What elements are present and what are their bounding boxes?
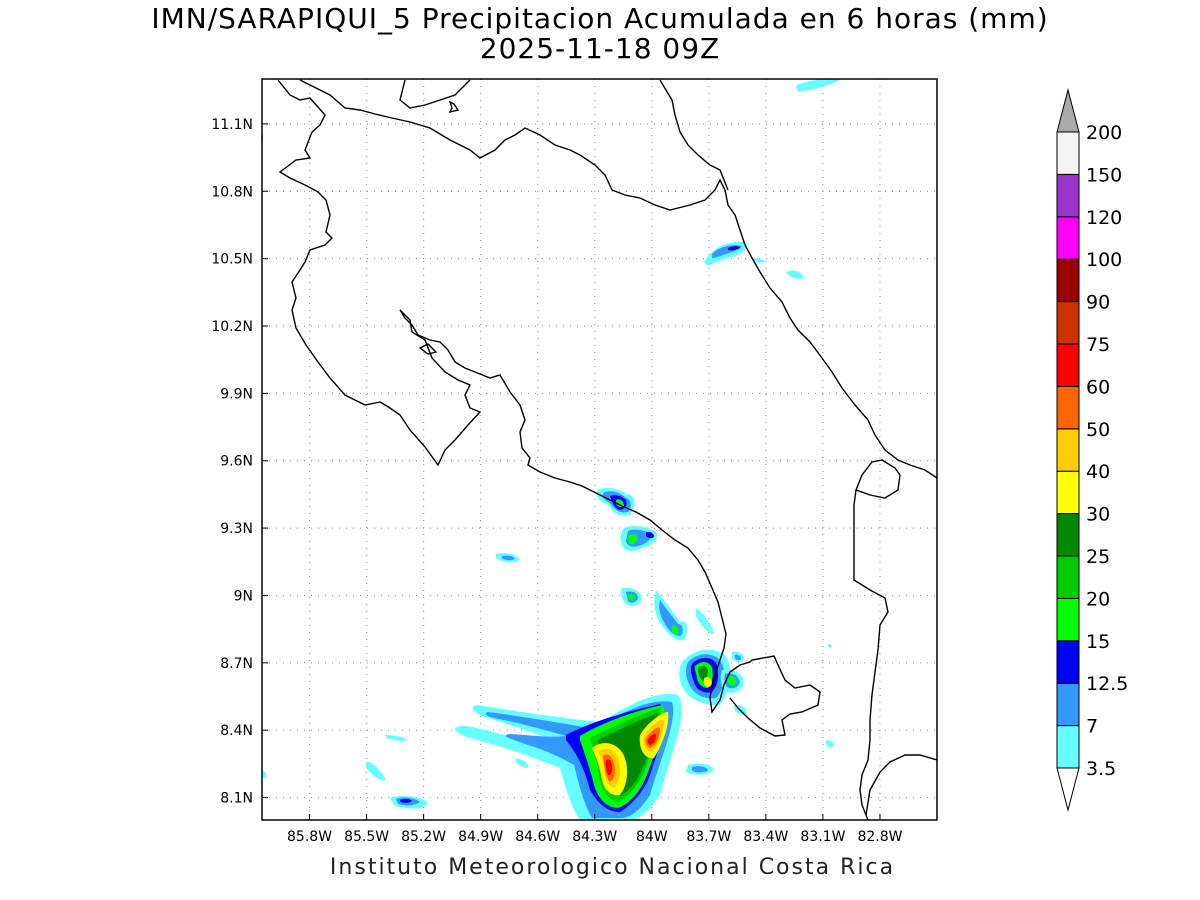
map-subtitle: 2025-11-18 09Z [479, 32, 721, 65]
colorbar-label: 30 [1086, 504, 1110, 526]
colorbar-label: 150 [1086, 164, 1122, 186]
colorbar-label: 7 [1086, 716, 1098, 738]
colorbar-box [1056, 258, 1080, 303]
colorbar-label: 75 [1086, 334, 1110, 356]
precip-cluster-southwest [262, 735, 428, 809]
lat-tick-label: 9.9N [220, 386, 253, 402]
colorbar-box [1056, 470, 1080, 515]
lon-tick-label: 85.5W [344, 829, 389, 845]
colorbar-label: 3.5 [1086, 758, 1116, 780]
colorbar-lower-extend [1056, 767, 1080, 812]
lat-tick-label: 9.6N [220, 454, 253, 470]
map-grid [262, 79, 937, 820]
lat-tick-label: 9.3N [220, 521, 253, 537]
precipitation-field [262, 79, 840, 820]
colorbar-label: 40 [1086, 461, 1110, 483]
colorbar-label: 12.5 [1086, 673, 1128, 695]
lon-tick-label: 84.6W [515, 829, 560, 845]
lon-tick-label: 84.3W [572, 829, 617, 845]
colorbar-box [1056, 513, 1080, 557]
colorbar-box [1056, 555, 1080, 599]
latitude-ticks: 8.1N 8.4N 8.7N 9N 9.3N 9.6N 9.9N 10.2N 10.5N 10.8… [211, 117, 268, 807]
colorbar-box [1056, 301, 1080, 345]
lon-tick-label: 84.9W [458, 829, 503, 845]
longitude-ticks: 85.8W 85.5W 85.2W 84.9W 84.6W 84.3W 84W 83.7W 83… [287, 814, 903, 845]
colorbar-box [1056, 428, 1080, 472]
colorbar-box [1056, 640, 1080, 684]
colorbar-box [1056, 682, 1080, 727]
colorbar-label: 100 [1086, 249, 1122, 271]
colorbar-label: 120 [1086, 207, 1122, 229]
lat-tick-label: 10.2N [211, 319, 253, 335]
colorbar-box [1056, 173, 1080, 218]
precip-cluster-southeast [654, 590, 834, 748]
colorbar-label: 90 [1086, 292, 1110, 314]
colorbar-box [1056, 131, 1080, 175]
colorbar-upper-extend [1056, 88, 1080, 133]
colorbar-label: 25 [1086, 546, 1110, 568]
lon-tick-label: 84W [636, 829, 668, 845]
colorbar-label: 50 [1086, 419, 1110, 441]
lon-tick-label: 85.2W [401, 829, 446, 845]
precip-cluster-central [496, 487, 658, 606]
credit-footer: Instituto Meteorologico Nacional Costa R… [329, 855, 896, 880]
colorbar-box [1056, 343, 1080, 387]
colorbar-label: 60 [1086, 376, 1110, 398]
colorbar-box [1056, 216, 1080, 260]
lat-tick-label: 9N [234, 588, 253, 604]
lat-tick-label: 8.7N [220, 656, 253, 672]
precip-cluster-south [455, 694, 714, 820]
lon-tick-label: 85.8W [287, 829, 332, 845]
lon-tick-label: 82.8W [857, 829, 902, 845]
colorbar-box [1056, 725, 1080, 769]
colorbar-box [1056, 385, 1080, 430]
lon-tick-label: 83.7W [686, 829, 731, 845]
colorbar-label: 15 [1086, 631, 1110, 653]
precip-cluster-north [704, 79, 840, 279]
lat-tick-label: 10.5N [211, 252, 253, 268]
coastline [262, 79, 937, 820]
lat-tick-label: 8.4N [220, 723, 253, 739]
colorbar-box [1056, 597, 1080, 642]
map-title: IMN/SARAPIQUI_5 Precipitacion Acumulada … [151, 2, 1049, 35]
lat-tick-label: 11.1N [211, 117, 253, 133]
lat-tick-label: 8.1N [220, 791, 253, 807]
colorbar-label: 200 [1086, 122, 1122, 144]
colorbar-legend: 3.5 7 12.5 15 20 25 30 40 50 60 75 90 100 120 150 200 [1056, 88, 1128, 812]
map-frame [261, 78, 938, 821]
lon-tick-label: 83.4W [743, 829, 788, 845]
colorbar-label: 20 [1086, 588, 1110, 610]
lon-tick-label: 83.1W [800, 829, 845, 845]
lat-tick-label: 10.8N [211, 184, 253, 200]
